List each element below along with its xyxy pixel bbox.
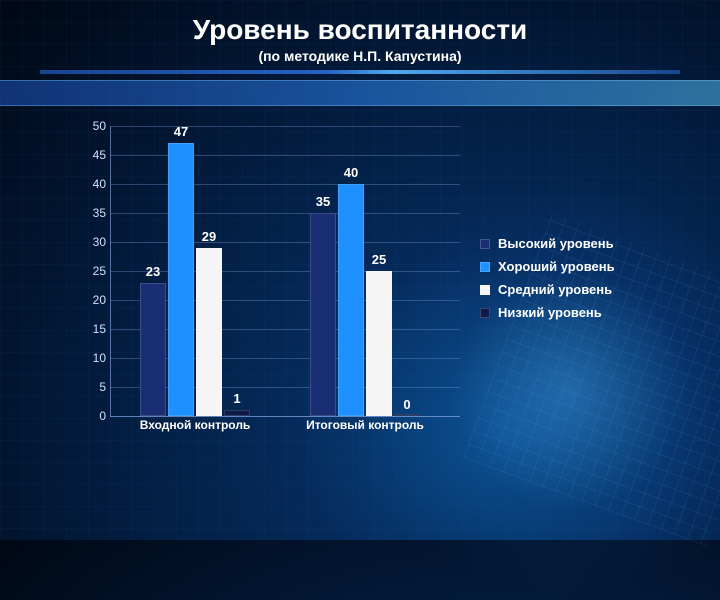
legend-swatch (480, 239, 490, 249)
y-tick-label: 30 (76, 235, 106, 249)
bar-value-label: 1 (217, 391, 257, 406)
bar (394, 414, 420, 416)
legend-label: Средний уровень (498, 282, 612, 297)
legend-swatch (480, 262, 490, 272)
bar (224, 410, 250, 416)
legend-item: Средний уровень (480, 282, 615, 297)
bar-value-label: 0 (387, 397, 427, 412)
y-tick-label: 0 (76, 409, 106, 423)
gridline (110, 213, 460, 214)
bar-value-label: 35 (303, 194, 343, 209)
legend-swatch (480, 308, 490, 318)
page-title: Уровень воспитанности (0, 14, 720, 46)
legend-swatch (480, 285, 490, 295)
y-tick-label: 25 (76, 264, 106, 278)
bar-value-label: 23 (133, 264, 173, 279)
accent-bar (0, 80, 720, 106)
bar-value-label: 29 (189, 229, 229, 244)
page-subtitle: (по методике Н.П. Капустина) (0, 48, 720, 64)
legend-item: Хороший уровень (480, 259, 615, 274)
y-tick-label: 35 (76, 206, 106, 220)
y-tick-label: 20 (76, 293, 106, 307)
bar (140, 283, 166, 416)
plot-area: 0510152025303540455023472913540250 (110, 126, 460, 416)
y-tick-label: 45 (76, 148, 106, 162)
legend-label: Высокий уровень (498, 236, 614, 251)
chart: 0 5 10 15 20 25 30 35 40 45 50 23 47 29 1 35 40 25 0 Высок… (50, 116, 650, 476)
bar-value-label: 40 (331, 165, 371, 180)
legend-item: Низкий уровень (480, 305, 615, 320)
x-category-label: Входной контроль (115, 418, 275, 432)
gridline (110, 184, 460, 185)
bar (168, 143, 194, 416)
title-block: Уровень воспитанности (по методике Н.П. … (0, 0, 720, 80)
bar (366, 271, 392, 416)
gridline (110, 242, 460, 243)
bar (338, 184, 364, 416)
y-tick-label: 50 (76, 119, 106, 133)
gridline (110, 416, 460, 417)
y-tick-label: 15 (76, 322, 106, 336)
bar-value-label: 47 (161, 124, 201, 139)
legend-item: Высокий уровень (480, 236, 615, 251)
bar (310, 213, 336, 416)
legend: Высокий уровень Хороший уровень Средний ур… (480, 236, 615, 328)
bar-value-label: 25 (359, 252, 399, 267)
title-underline (40, 70, 680, 74)
legend-label: Хороший уровень (498, 259, 615, 274)
y-tick-label: 40 (76, 177, 106, 191)
y-tick-label: 5 (76, 380, 106, 394)
legend-label: Низкий уровень (498, 305, 602, 320)
gridline (110, 155, 460, 156)
x-category-label: Итоговый контроль (285, 418, 445, 432)
y-tick-label: 10 (76, 351, 106, 365)
